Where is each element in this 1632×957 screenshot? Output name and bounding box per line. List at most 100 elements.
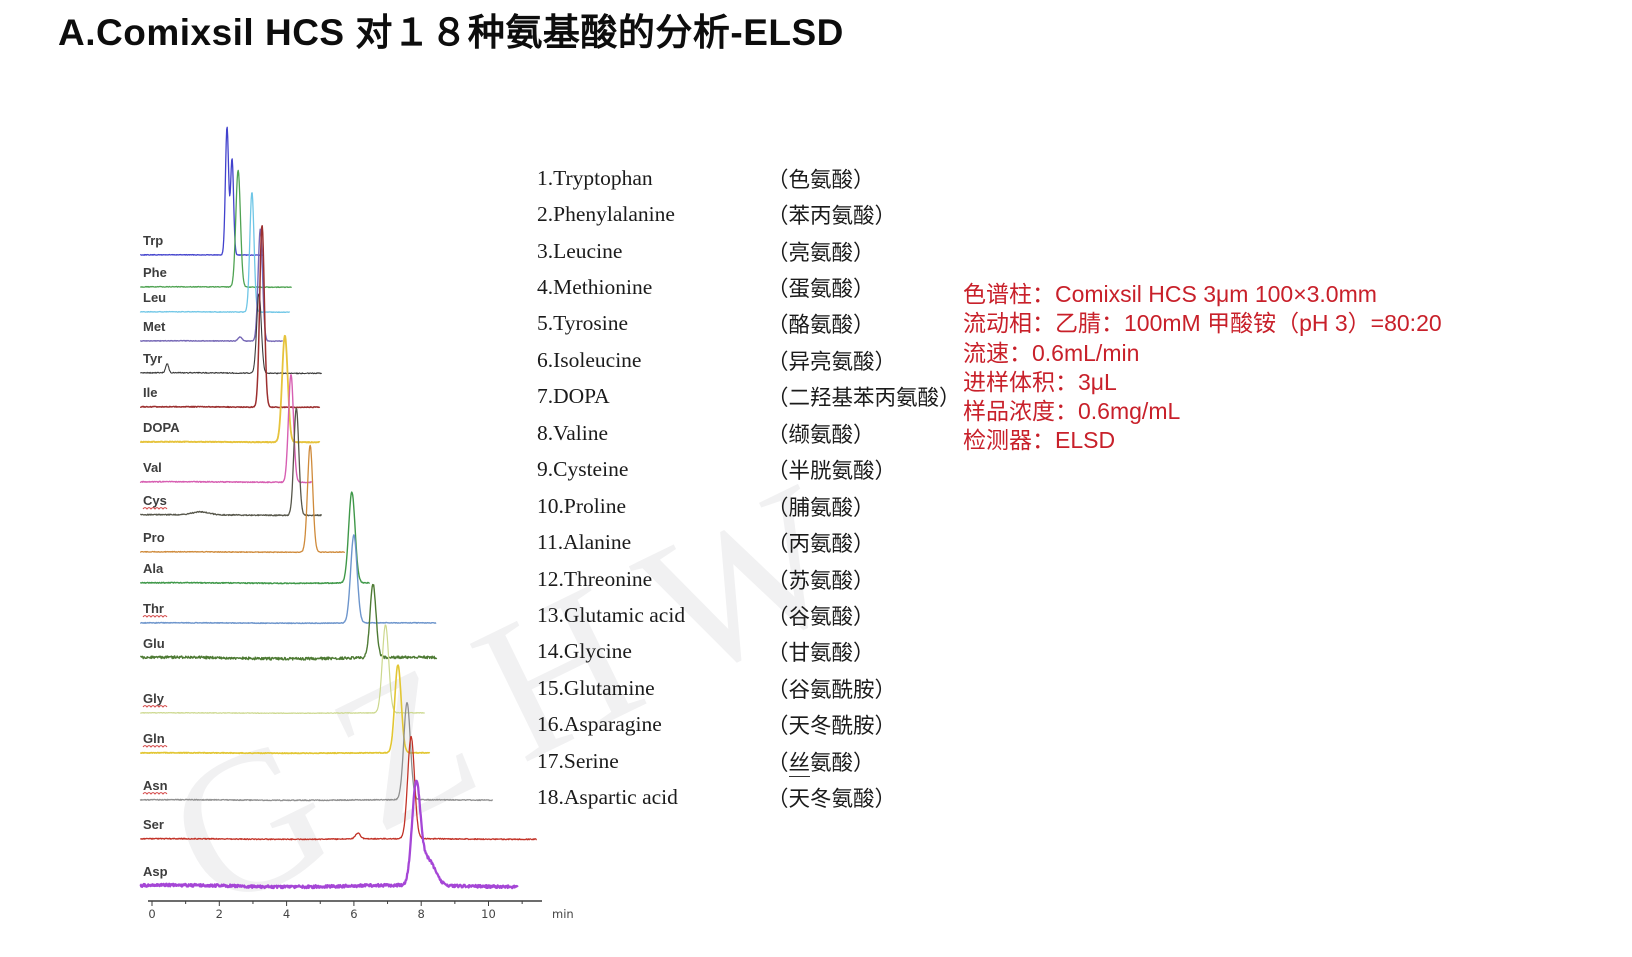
trace-thr — [140, 534, 437, 625]
amino-acid-item: 16.Asparagine （天冬酰胺） — [537, 707, 961, 743]
amino-acid-name-zh: （谷氨酰胺） — [767, 677, 897, 702]
amino-acid-name-en: 13.Glutamic acid — [537, 602, 686, 627]
condition-line: 色谱柱：Comixsil HCS 3μm 100×3.0mm — [963, 281, 1377, 307]
spellcheck-squiggle — [142, 507, 168, 510]
amino-acid-name-en: 3.Leucine — [537, 238, 623, 263]
trace-asp — [139, 779, 519, 890]
chromatogram: Trp Phe Leu Met Tyr Ile DOPA Val Cys Pro Ala Thr Glu… — [139, 126, 574, 921]
condition-line: 检测器：ELSD — [963, 427, 1116, 454]
trace-label-ile: Ile — [143, 385, 157, 400]
trace-label-dopa: DOPA — [143, 420, 180, 435]
x-tick-label: 0 — [148, 907, 155, 921]
amino-acid-name-zh: （脯氨酸） — [767, 495, 875, 520]
amino-acid-name-zh: （苏氨酸） — [767, 568, 875, 593]
amino-acid-name-en: 11.Alanine — [537, 530, 632, 555]
trace-label-trp: Trp — [143, 233, 163, 248]
amino-acid-name-zh: （苯丙氨酸） — [767, 204, 897, 229]
amino-acid-name-en: 7.DOPA — [537, 384, 610, 409]
amino-acid-name-zh: （二羟基苯丙氨酸） — [767, 386, 961, 411]
x-tick-label: 8 — [418, 907, 425, 921]
x-tick-label: 2 — [216, 907, 223, 921]
trace-label-cys: Cys — [143, 493, 167, 508]
amino-acid-name-zh: （谷氨酸） — [767, 604, 875, 629]
amino-acid-item: 12.Threonine （苏氨酸） — [537, 561, 961, 597]
amino-acid-item: 5.Tyrosine （酪氨酸） — [537, 306, 961, 342]
underlined-char: 丝 — [788, 750, 811, 777]
amino-acid-name-en: 4.Methionine — [537, 275, 653, 300]
amino-acid-name-en: 6.Isoleucine — [537, 347, 642, 372]
amino-acid-name-zh: （天冬酰胺） — [767, 714, 897, 739]
trace-label-pro: Pro — [143, 530, 165, 545]
amino-acid-name-zh: （异亮氨酸） — [767, 349, 897, 374]
amino-acid-name-zh: （亮氨酸） — [767, 240, 875, 265]
condition-line: 流速：0.6mL/min — [963, 339, 1140, 366]
trace-glu — [140, 583, 438, 661]
trace-label-tyr: Tyr — [143, 351, 162, 366]
trace-label-glu: Glu — [143, 636, 165, 651]
amino-acid-name-en: 8.Valine — [537, 420, 609, 445]
amino-acid-name-en: 2.Phenylalanine — [537, 202, 675, 227]
spellcheck-squiggle — [142, 615, 168, 618]
amino-acid-item: 13.Glutamic acid （谷氨酸） — [537, 597, 961, 633]
amino-acid-item: 2.Phenylalanine （苯丙氨酸） — [537, 196, 961, 232]
amino-acid-name-zh: （丙氨酸） — [767, 532, 875, 557]
trace-asn — [139, 702, 494, 802]
trace-phe — [140, 169, 292, 289]
amino-acid-name-en: 9.Cysteine — [537, 457, 629, 482]
trace-label-asn: Asn — [143, 778, 168, 793]
trace-label-phe: Phe — [143, 265, 167, 280]
trace-ser — [140, 735, 537, 841]
amino-acid-name-zh: （色氨酸） — [767, 167, 875, 192]
trace-label-leu: Leu — [143, 290, 166, 305]
amino-acid-item: 17.Serine （丝氨酸） — [537, 743, 961, 779]
amino-acid-item: 10.Proline （脯氨酸） — [537, 488, 961, 524]
amino-acid-name-en: 18.Aspartic acid — [537, 785, 678, 810]
trace-label-gln: Gln — [143, 731, 165, 746]
amino-acid-item: 15.Glutamine （谷氨酰胺） — [537, 670, 961, 706]
amino-acid-list: 1.Tryptophan （色氨酸） 2.Phenylalanine （苯丙氨酸） 3.… — [537, 160, 961, 816]
amino-acid-name-en: 16.Asparagine — [537, 712, 662, 737]
trace-label-met: Met — [143, 319, 166, 334]
x-tick-label: 4 — [283, 907, 290, 921]
amino-acid-name-en: 12.Threonine — [537, 566, 653, 591]
slide: GZHW Trp Phe Leu Met Tyr Ile DOPA Val Cys Pro Ala T… — [58, 12, 1442, 954]
trace-met — [140, 228, 284, 343]
amino-acid-item: 7.DOPA （二羟基苯丙氨酸） — [537, 379, 961, 415]
amino-acid-name-zh: （蛋氨酸） — [767, 277, 875, 302]
trace-gln — [139, 664, 431, 755]
trace-pro — [139, 444, 346, 554]
page-title: A.Comixsil HCS 对１８种氨基酸的分析-ELSD — [58, 12, 844, 53]
condition-line: 流动相：乙腈：100mM 甲酸铵（pH 3）=80:20 — [963, 310, 1442, 337]
trace-label-ala: Ala — [143, 561, 164, 576]
amino-acid-name-zh: （天冬氨酸） — [767, 787, 897, 812]
amino-acid-item: 1.Tryptophan （色氨酸） — [537, 160, 961, 196]
amino-acid-name-zh: （丝氨酸） — [767, 750, 875, 777]
trace-label-gly: Gly — [143, 691, 165, 706]
condition-line: 进样体积：3μL — [963, 368, 1117, 395]
amino-acid-name-en: 15.Glutamine — [537, 675, 655, 700]
amino-acid-item: 4.Methionine （蛋氨酸） — [537, 269, 961, 305]
amino-acid-name-en: 14.Glycine — [537, 639, 632, 664]
amino-acid-item: 8.Valine （缬氨酸） — [537, 415, 961, 451]
spellcheck-squiggle — [142, 745, 168, 748]
amino-acid-item: 11.Alanine （丙氨酸） — [537, 524, 961, 560]
x-axis-unit: min — [552, 907, 574, 921]
x-tick-label: 6 — [350, 907, 357, 921]
trace-label-ser: Ser — [143, 817, 164, 832]
amino-acid-item: 3.Leucine （亮氨酸） — [537, 233, 961, 269]
amino-acid-item: 6.Isoleucine （异亮氨酸） — [537, 342, 961, 378]
trace-label-val: Val — [143, 460, 162, 475]
trace-label-thr: Thr — [143, 601, 164, 616]
amino-acid-item: 14.Glycine （甘氨酸） — [537, 634, 961, 670]
amino-acid-name-en: 10.Proline — [537, 493, 626, 518]
amino-acid-name-zh: （缬氨酸） — [767, 422, 875, 447]
trace-ile — [139, 225, 321, 409]
trace-val — [139, 374, 313, 484]
amino-acid-name-zh: （半胱氨酸） — [767, 459, 897, 484]
spellcheck-squiggle — [142, 705, 168, 708]
trace-gly — [140, 624, 425, 715]
amino-acid-name-en: 17.Serine — [537, 748, 619, 773]
analysis-conditions: 色谱柱：Comixsil HCS 3μm 100×3.0mm 流动相：乙腈：100… — [963, 280, 1442, 456]
spellcheck-squiggle — [142, 792, 168, 795]
amino-acid-name-zh: （甘氨酸） — [767, 641, 875, 666]
